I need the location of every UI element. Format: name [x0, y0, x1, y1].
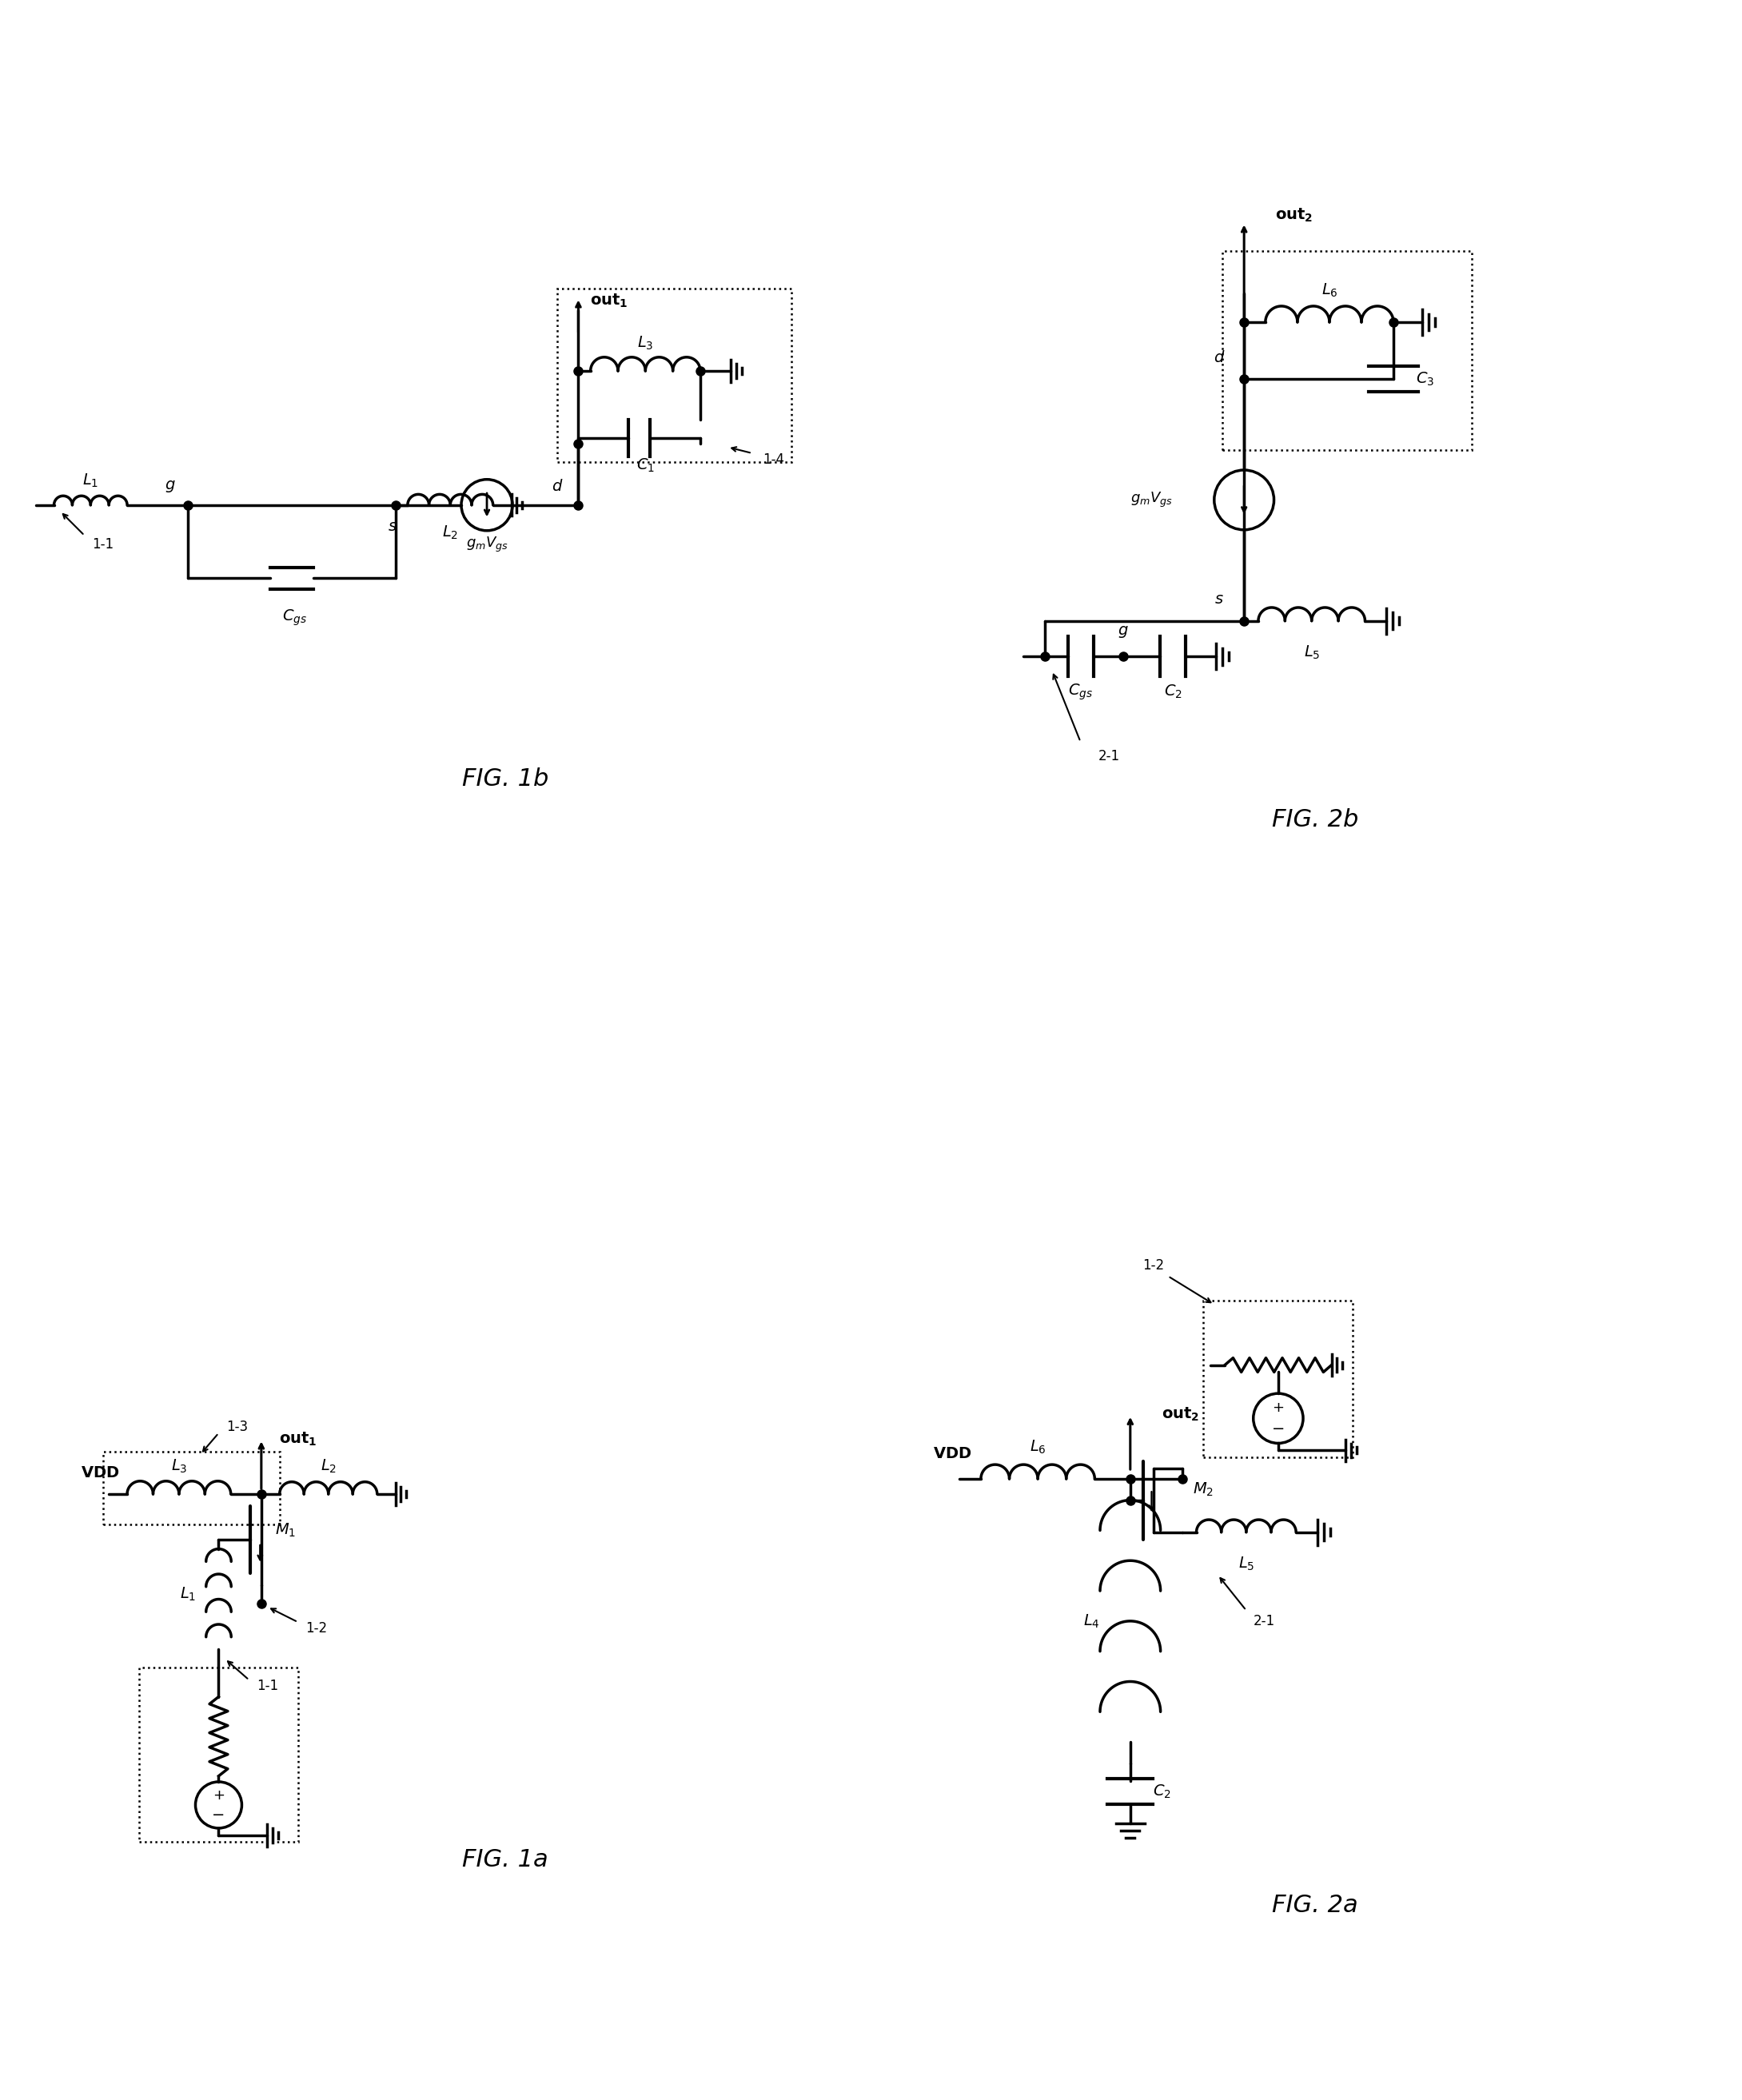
Text: $L_5$: $L_5$ [1239, 1556, 1254, 1573]
Text: $L_2$: $L_2$ [442, 523, 458, 542]
Text: $\mathbf{out_2}$: $\mathbf{out_2}$ [1162, 1407, 1198, 1424]
Text: $L_6$: $L_6$ [1320, 281, 1338, 298]
Text: $L_1$: $L_1$ [179, 1586, 197, 1602]
Text: 2-1: 2-1 [1097, 750, 1120, 762]
Text: $M_2$: $M_2$ [1193, 1480, 1214, 1497]
Text: $s$: $s$ [388, 519, 397, 533]
Text: $C_2$: $C_2$ [1153, 1783, 1171, 1800]
Text: 1-1: 1-1 [92, 538, 113, 552]
Text: $C_{gs}$: $C_{gs}$ [1068, 682, 1092, 701]
Text: $s$: $s$ [1214, 592, 1225, 607]
Text: FIG. 2b: FIG. 2b [1272, 808, 1359, 832]
Text: $M_1$: $M_1$ [275, 1522, 296, 1539]
Text: $g_m V_{gs}$: $g_m V_{gs}$ [465, 536, 509, 554]
Text: $C_2$: $C_2$ [1164, 682, 1183, 701]
Text: $C_1$: $C_1$ [636, 458, 655, 475]
Text: $L_5$: $L_5$ [1303, 645, 1320, 662]
Text: $L_3$: $L_3$ [171, 1457, 186, 1474]
Text: $C_{gs}$: $C_{gs}$ [282, 609, 307, 628]
Text: $g_m V_{gs}$: $g_m V_{gs}$ [1131, 491, 1172, 508]
Text: $\mathbf{out_1}$: $\mathbf{out_1}$ [279, 1430, 317, 1447]
Text: $L_3$: $L_3$ [638, 334, 653, 353]
Text: $C_3$: $C_3$ [1416, 370, 1435, 388]
Text: 1-1: 1-1 [256, 1678, 279, 1693]
Text: $g$: $g$ [164, 479, 176, 493]
Text: $d$: $d$ [1214, 351, 1225, 365]
Text: +: + [1272, 1401, 1284, 1415]
Text: 2-1: 2-1 [1252, 1615, 1275, 1628]
Text: 1-3: 1-3 [226, 1420, 247, 1434]
Text: FIG. 2a: FIG. 2a [1272, 1894, 1359, 1917]
Text: FIG. 1b: FIG. 1b [462, 769, 549, 792]
Text: $\mathbf{VDD}$: $\mathbf{VDD}$ [934, 1447, 972, 1462]
Text: −: − [213, 1808, 225, 1823]
Text: 1-4: 1-4 [763, 451, 784, 466]
Text: $L_2$: $L_2$ [321, 1457, 336, 1474]
Text: 1-2: 1-2 [1143, 1258, 1165, 1273]
Text: 1-2: 1-2 [305, 1621, 327, 1636]
Text: $L_6$: $L_6$ [1030, 1438, 1045, 1455]
Text: $\mathbf{out_1}$: $\mathbf{out_1}$ [591, 292, 627, 309]
Text: $d$: $d$ [550, 479, 563, 493]
Text: +: + [213, 1787, 225, 1802]
Text: $L_4$: $L_4$ [1084, 1613, 1099, 1630]
Text: $g$: $g$ [1118, 624, 1129, 638]
Text: −: − [1272, 1422, 1286, 1436]
Text: $\mathbf{VDD}$: $\mathbf{VDD}$ [80, 1466, 118, 1480]
Text: FIG. 1a: FIG. 1a [462, 1848, 549, 1871]
Text: $\mathbf{out_2}$: $\mathbf{out_2}$ [1275, 208, 1313, 225]
Text: $L_1$: $L_1$ [82, 473, 99, 489]
